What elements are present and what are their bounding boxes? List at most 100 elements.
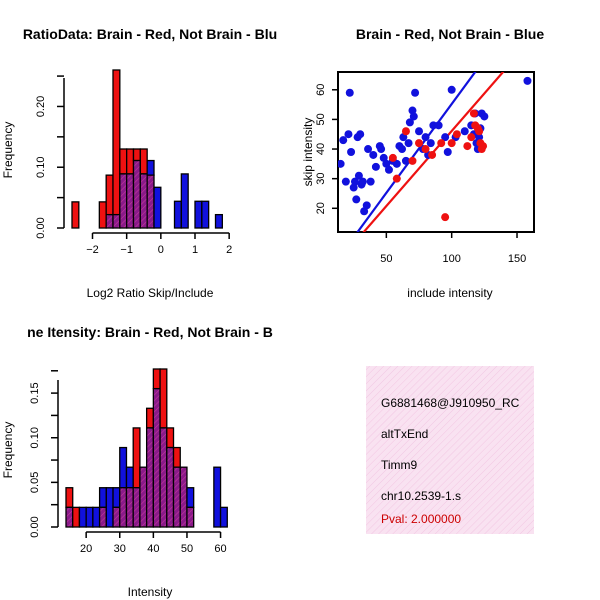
histogram-overlap-bar — [146, 174, 155, 229]
info-pval: Pval: 2.000000 — [381, 512, 461, 526]
ratio-histogram-y-axis: 0.00 0.10 0.20 — [35, 75, 65, 239]
x-tick-label: 0 — [158, 244, 164, 256]
scatter-point-blue — [338, 159, 345, 168]
histogram-overlap-bar — [98, 506, 107, 528]
y-tick-label: 0.20 — [35, 96, 47, 117]
y-tick-label: 60 — [315, 84, 327, 96]
x-tick-label: 1 — [192, 244, 198, 256]
scatter-point-blue — [392, 159, 401, 168]
histogram-overlap-bar — [152, 387, 161, 528]
histogram-bar — [78, 506, 87, 528]
scatter-point-blue — [341, 177, 350, 186]
scatter-point-blue — [480, 112, 489, 121]
scatter-x-axis: 50 100 150 — [380, 232, 526, 265]
intensity-histogram-x-axis: 20 30 40 50 60 — [80, 531, 227, 555]
x-tick-label: −2 — [86, 244, 99, 256]
scatter-point-blue — [401, 156, 410, 165]
histogram-bar — [71, 201, 80, 229]
info-line-gene: Timm9 — [381, 458, 418, 472]
x-tick-label: −1 — [120, 244, 133, 256]
histogram-overlap-bar — [139, 466, 148, 528]
histogram-overlap-bar — [172, 466, 181, 528]
info-line-probe: G6881468@J910950_RC — [381, 396, 520, 410]
histogram-bar — [98, 201, 107, 229]
histogram-bar — [186, 487, 195, 509]
scatter-point-blue — [415, 127, 424, 136]
intensity-histogram-y-axis: 0.00 0.05 0.10 0.15 — [29, 370, 59, 538]
scatter-xlabel: include intensity — [407, 286, 492, 300]
scatter-point-blue — [362, 201, 371, 210]
histogram-bar — [125, 466, 134, 489]
scatter-point-red — [392, 174, 401, 183]
ratio-histogram-title: RatioData: Brain - Red, Not Brain - Blu — [23, 26, 277, 42]
x-tick-label: 50 — [380, 253, 392, 265]
histogram-overlap-bar — [145, 427, 155, 528]
histogram-overlap-bar — [186, 506, 195, 528]
histogram-bar — [119, 446, 128, 489]
intensity-histogram-title: ne Itensity: Brain - Red, Not Brain - B — [27, 324, 273, 340]
scatter-plot-box — [337, 71, 535, 233]
histogram-bar — [72, 506, 81, 528]
x-tick-label: 150 — [508, 253, 526, 265]
histogram-overlap-bar — [179, 466, 188, 528]
scatter-point-red — [467, 133, 476, 142]
scatter-point-red — [475, 127, 484, 136]
histogram-bar — [85, 506, 94, 528]
ratio-histogram-xlabel: Log2 Ratio Skip/Include — [87, 286, 214, 300]
histogram-overlap-bar — [132, 159, 141, 229]
scatter-point-blue — [344, 130, 353, 139]
scatter-point-red — [469, 109, 478, 118]
scatter-y-axis: 20 30 40 50 60 — [315, 84, 338, 214]
x-tick-label: 2 — [226, 244, 232, 256]
scatter-point-blue — [404, 139, 413, 148]
scatter-point-blue — [366, 177, 375, 186]
histogram-bar — [159, 368, 168, 429]
histogram-overlap-bar — [112, 506, 121, 528]
scatter-title: Brain - Red, Not Brain - Blue — [356, 26, 544, 42]
histogram-bar — [119, 148, 128, 175]
scatter-point-blue — [364, 145, 373, 154]
scatter-point-blue — [398, 145, 407, 154]
y-tick-label: 0.10 — [29, 427, 41, 448]
scatter-point-blue — [377, 145, 386, 154]
scatter-point-blue — [409, 112, 418, 121]
ratio-histogram-ylabel: Frequency — [1, 122, 15, 179]
histogram-bar — [105, 487, 114, 528]
y-tick-label: 0.00 — [29, 516, 41, 537]
scatter-point-blue — [339, 136, 348, 145]
scatter-point-blue — [447, 85, 456, 94]
scatter-point-red — [479, 142, 488, 151]
ratio-histogram-x-axis: −2 −1 0 1 2 — [86, 232, 232, 256]
info-line-location: chr10.2539-1.s — [381, 489, 461, 503]
scatter-point-red — [388, 153, 397, 162]
ratio-histogram-bars — [71, 69, 223, 229]
histogram-overlap-bar — [119, 487, 128, 528]
histogram-bar — [98, 487, 107, 509]
histogram-bar — [105, 174, 114, 216]
intensity-scatter-panel: Brain - Red, Not Brain - Blue 50 100 150 2… — [301, 26, 544, 300]
scatter-point-blue — [434, 121, 443, 130]
histogram-bar — [201, 200, 210, 229]
histogram-overlap-bar — [119, 173, 128, 229]
scatter-point-blue — [405, 118, 414, 127]
intensity-histogram-xlabel: Intensity — [128, 585, 173, 599]
histogram-overlap-bar — [112, 213, 121, 229]
scatter-point-blue — [384, 165, 393, 174]
scatter-point-red — [441, 213, 450, 222]
y-tick-label: 50 — [315, 113, 327, 125]
histogram-overlap-bar — [125, 487, 134, 528]
scatter-point-red — [408, 156, 417, 165]
histogram-bar — [92, 506, 101, 528]
intensity-histogram-bars — [65, 368, 228, 528]
scatter-point-blue — [338, 148, 339, 150]
scatter-point-red — [415, 139, 424, 148]
histogram-overlap-bar — [126, 173, 135, 229]
histogram-bar — [139, 148, 148, 175]
scatter-point-blue — [460, 127, 469, 136]
scatter-point-blue — [443, 148, 452, 156]
ratio-histogram-panel: RatioData: Brain - Red, Not Brain - Blu … — [1, 26, 277, 300]
scatter-point-blue — [369, 150, 378, 159]
scatter-point-blue — [411, 88, 420, 97]
histogram-bar — [172, 446, 181, 468]
scatter-point-blue — [347, 148, 356, 156]
